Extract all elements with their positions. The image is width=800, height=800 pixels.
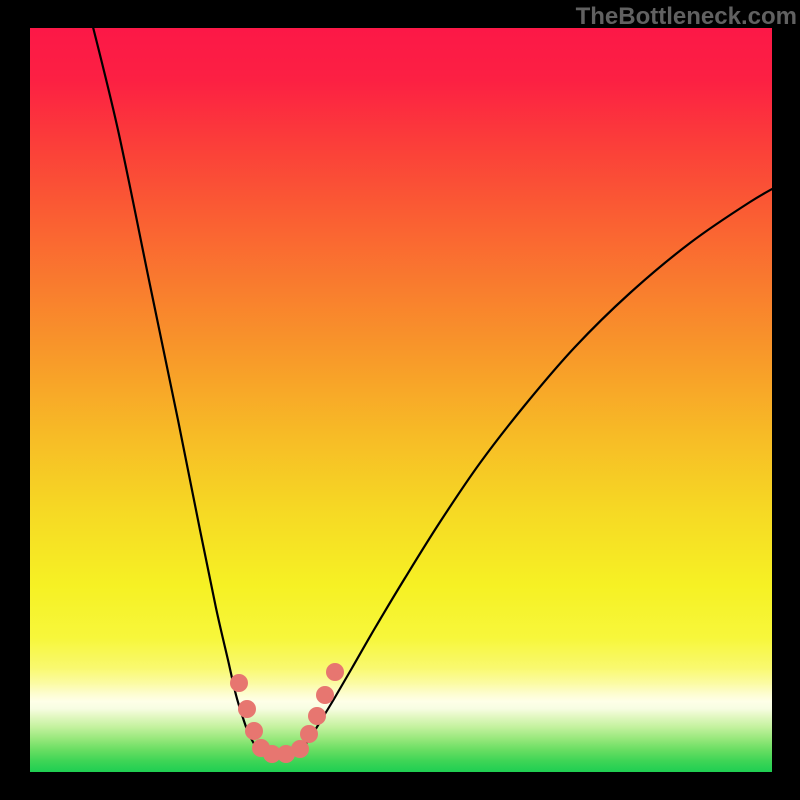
chart-container: TheBottleneck.com (0, 0, 800, 800)
plot-gradient-area (30, 28, 772, 772)
watermark-text: TheBottleneck.com (576, 3, 797, 31)
